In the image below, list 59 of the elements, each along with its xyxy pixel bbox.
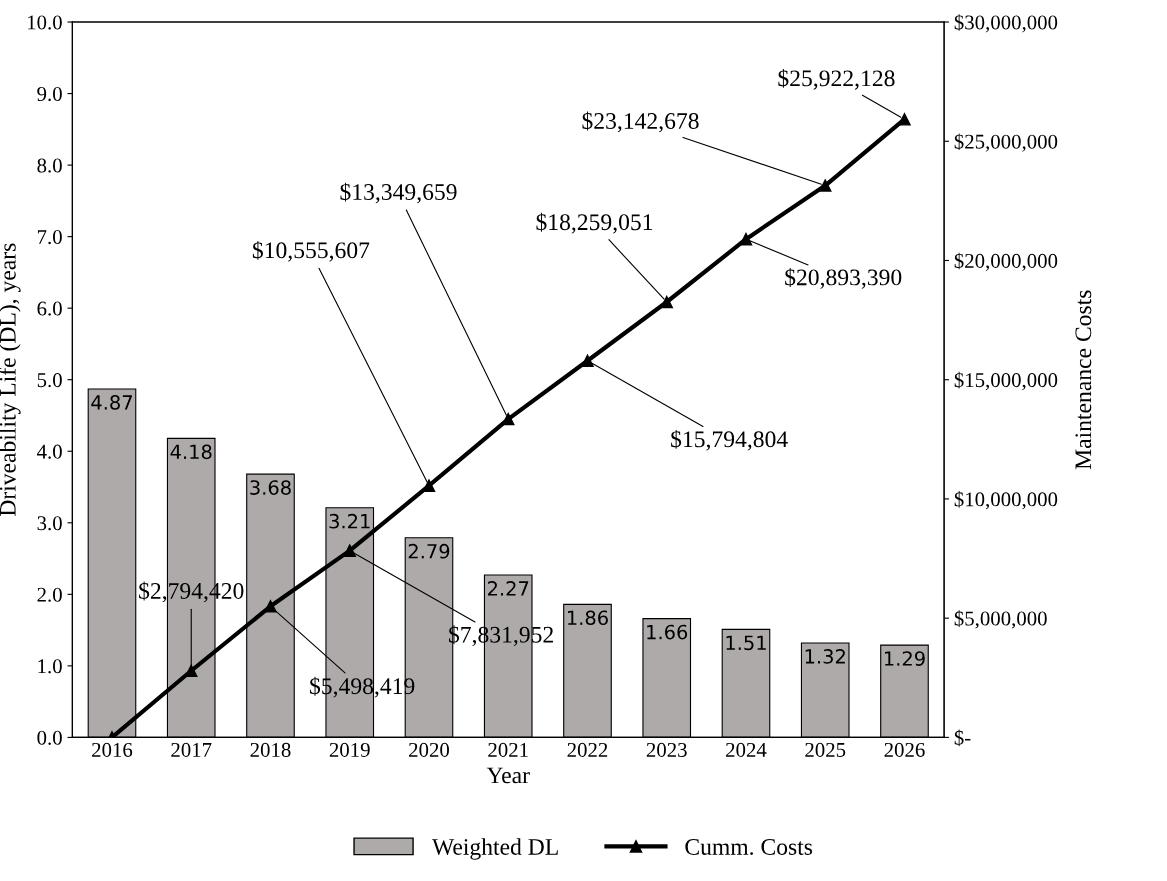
y2-tick-label: $15,000,000 bbox=[954, 371, 1058, 391]
data-label: 2.27 bbox=[488, 581, 529, 596]
y-tick-label: 2.0 bbox=[37, 587, 62, 602]
y2-tick-label: $30,000,000 bbox=[954, 14, 1058, 33]
data-label: 2.79 bbox=[408, 543, 450, 559]
y-tick-label: 8.0 bbox=[37, 158, 62, 173]
y2-tick-label: $5,000,000 bbox=[954, 610, 1047, 629]
x-tick-label: 2021 bbox=[488, 742, 528, 757]
data-label: $25,922,128 bbox=[778, 68, 895, 90]
x-tick-label: 2025 bbox=[805, 742, 846, 757]
y2-tick-label: $25,000,000 bbox=[954, 133, 1058, 152]
point bbox=[818, 179, 832, 192]
legend-label: Weighted DL bbox=[431, 838, 558, 860]
data-label: $23,142,678 bbox=[582, 111, 699, 133]
point bbox=[422, 479, 436, 492]
y-tick-label: 10.0 bbox=[28, 15, 62, 30]
point bbox=[739, 232, 753, 246]
x-tick-label: 2016 bbox=[92, 742, 133, 757]
data-label: 1.86 bbox=[567, 610, 608, 626]
y2-tick-label: $- bbox=[954, 729, 971, 747]
x-axis-title: Year bbox=[486, 767, 530, 784]
point bbox=[343, 544, 356, 557]
y2-tick-label: $20,000,000 bbox=[954, 252, 1058, 271]
y-tick-label: 5.0 bbox=[37, 373, 62, 388]
data-label: $15,794,804 bbox=[671, 429, 788, 451]
x-tick-label: 2019 bbox=[329, 742, 370, 757]
data-label: 3.21 bbox=[329, 513, 370, 529]
y-tick-label: 0.0 bbox=[37, 730, 62, 745]
y-tick-label: 6.0 bbox=[37, 301, 62, 316]
point bbox=[660, 295, 673, 309]
data-label: 1.29 bbox=[884, 651, 925, 666]
point bbox=[898, 113, 911, 126]
y-tick-label: 7.0 bbox=[37, 230, 62, 245]
y2-tick-label: $10,000,000 bbox=[954, 491, 1058, 510]
data-label: 3.68 bbox=[250, 480, 291, 495]
data-label: $20,893,390 bbox=[785, 268, 902, 289]
y-tick-label: 4.0 bbox=[37, 444, 62, 459]
point bbox=[501, 412, 515, 426]
data-label: $18,259,051 bbox=[536, 212, 653, 234]
x-tick-label: 2023 bbox=[646, 742, 687, 757]
x-tick-label: 2024 bbox=[726, 742, 767, 757]
y-tick-label: 1.0 bbox=[38, 659, 62, 674]
data-label: $10,555,607 bbox=[252, 240, 370, 262]
data-label: 1.66 bbox=[647, 624, 688, 640]
x-tick-label: 2018 bbox=[250, 742, 291, 757]
data-label: 1.32 bbox=[805, 649, 845, 664]
x-tick-label: 2020 bbox=[409, 742, 450, 757]
data-label: 4.87 bbox=[91, 395, 132, 410]
x-tick-label: 2026 bbox=[884, 742, 925, 757]
data-label: 1.51 bbox=[726, 635, 766, 651]
point bbox=[581, 354, 594, 368]
y-tick-label: 9.0 bbox=[37, 86, 62, 102]
data-label: $13,349,659 bbox=[340, 182, 457, 204]
y2-axis-title: Maintenance Costs bbox=[1075, 290, 1092, 470]
x-tick-label: 2022 bbox=[567, 742, 608, 757]
x-tick-label: 2017 bbox=[171, 742, 212, 757]
legend-label: Cumm. Costs bbox=[685, 839, 813, 855]
y-tick-label: 3.0 bbox=[37, 516, 62, 531]
data-label: 4.18 bbox=[170, 444, 212, 460]
